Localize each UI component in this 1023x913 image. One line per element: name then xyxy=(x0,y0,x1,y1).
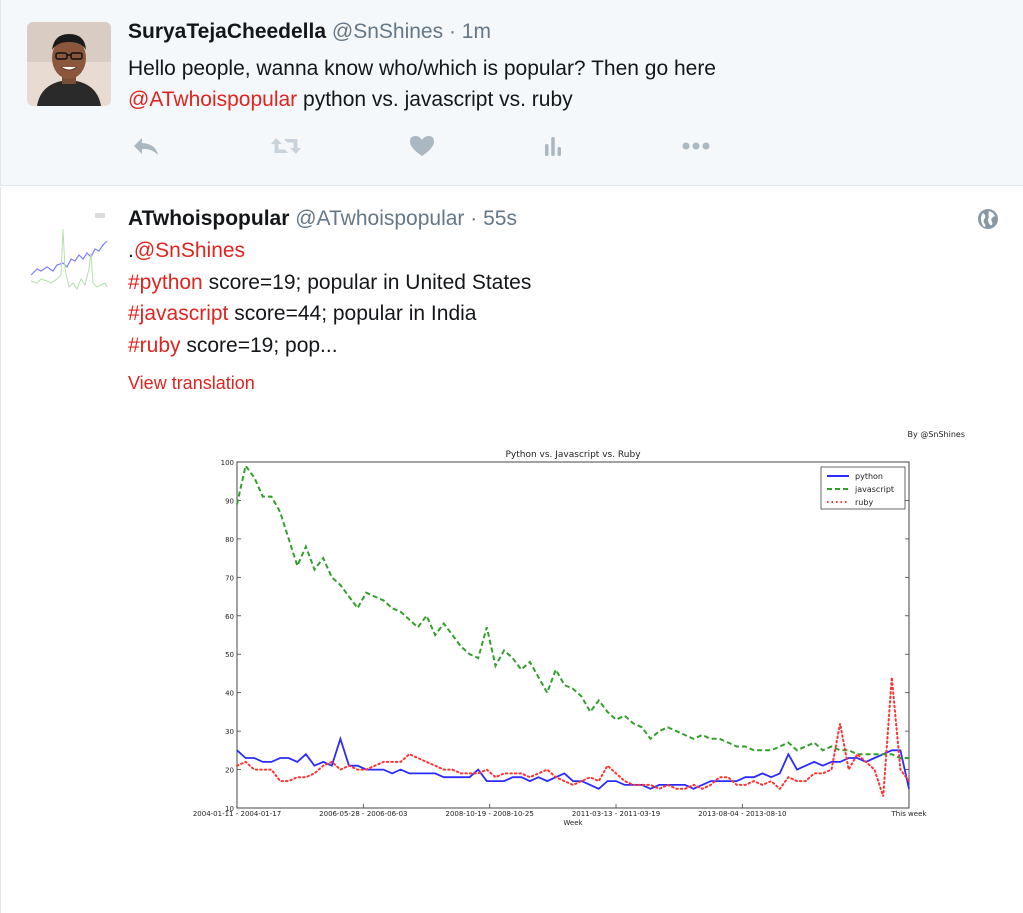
hashtag-javascript[interactable]: #javascript xyxy=(128,302,229,325)
tweet-1-line-2-text: python vs. javascript vs. ruby xyxy=(297,88,573,111)
mention-link[interactable]: @SnShines xyxy=(133,239,246,262)
series-ruby xyxy=(236,677,910,797)
y-tick-label: 70 xyxy=(225,574,234,582)
tweet-time[interactable]: · 1m xyxy=(448,20,491,43)
tweet-2-header: ATwhoispopular @ATwhoispopular · 55s xyxy=(128,207,517,231)
x-tick-label: 2004-01-11 - 2004-01-17 xyxy=(193,810,281,818)
tweet-2-line-1: .@SnShines xyxy=(128,235,531,267)
hashtag-python[interactable]: #python xyxy=(128,270,203,294)
analytics-icon xyxy=(545,137,561,156)
tweet-1-line-2: @ATwhoispopular python vs. javascript vs… xyxy=(128,84,716,115)
y-tick-label: 20 xyxy=(225,767,234,775)
reply-button[interactable] xyxy=(128,130,164,162)
like-button[interactable] xyxy=(404,130,440,162)
tweet-2-line-4: #ruby score=19; pop... xyxy=(128,330,531,362)
hashtag-ruby[interactable]: #ruby xyxy=(128,333,181,357)
author-name[interactable]: ATwhoispopular xyxy=(128,207,290,230)
legend-label-ruby: ruby xyxy=(855,498,873,507)
tweet-2[interactable]: ATwhoispopular @ATwhoispopular · 55s .@S… xyxy=(0,187,1023,913)
x-tick-label: 2011-03-13 - 2011-03-19 xyxy=(572,810,660,818)
view-translation-link[interactable]: View translation xyxy=(128,373,255,393)
tweet-2-line-2: #python score=19; popular in United Stat… xyxy=(128,267,531,299)
globe-icon[interactable] xyxy=(977,208,999,230)
like-icon xyxy=(410,136,434,156)
y-tick-label: 100 xyxy=(221,459,234,467)
more-button[interactable] xyxy=(678,130,714,162)
tweet-time[interactable]: · 55s xyxy=(470,207,517,230)
tweet-media-chart[interactable]: By @SnShines Python vs. Javascript vs. Ru… xyxy=(185,425,975,895)
x-axis-label: Week xyxy=(563,819,583,827)
plot-frame xyxy=(236,461,910,809)
tweet-2-line-3-text: score=44; popular in India xyxy=(228,302,477,325)
legend-label-python: python xyxy=(855,472,883,481)
x-tick-label: 2006-05-28 - 2006-06-03 xyxy=(319,810,407,818)
y-tick-label: 50 xyxy=(225,651,234,659)
tweet-2-line-3: #javascript score=44; popular in India xyxy=(128,298,531,330)
y-tick-label: 80 xyxy=(225,536,234,544)
legend-label-javascript: javascript xyxy=(854,485,894,494)
x-tick-label: This week xyxy=(891,810,928,818)
avatar-chart-image xyxy=(27,209,111,293)
y-tick-label: 60 xyxy=(225,613,234,621)
x-tick-label: 2008-10-19 - 2008-10-25 xyxy=(446,810,534,818)
author-handle[interactable]: @SnShines xyxy=(331,20,444,43)
tweet-1-text: Hello people, wanna know who/which is po… xyxy=(128,53,716,115)
y-tick-label: 90 xyxy=(225,497,234,505)
chart-credit: By @SnShines xyxy=(908,430,965,439)
y-tick-label: 10 xyxy=(225,805,234,813)
more-icon xyxy=(682,142,710,150)
tweet-1-line-1: Hello people, wanna know who/which is po… xyxy=(128,57,716,80)
globe-icon-graphic xyxy=(978,209,998,229)
reply-dot: . xyxy=(128,239,134,262)
avatar-suryateja[interactable] xyxy=(27,22,111,106)
line-chart: By @SnShines Python vs. Javascript vs. Ru… xyxy=(193,430,965,827)
retweet-button[interactable] xyxy=(268,130,304,162)
y-tick-label: 30 xyxy=(225,728,234,736)
y-tick-label: 40 xyxy=(225,690,234,698)
tweet-actions xyxy=(128,130,728,162)
author-name[interactable]: SuryaTejaCheedella xyxy=(128,20,327,43)
tweet-1[interactable]: SuryaTejaCheedella @SnShines · 1m Hello … xyxy=(0,0,1023,186)
series-javascript xyxy=(236,463,909,759)
avatar-atwhoispopular[interactable] xyxy=(27,209,111,293)
author-handle[interactable]: @ATwhoispopular xyxy=(295,207,465,230)
reply-icon xyxy=(134,138,158,155)
analytics-button[interactable] xyxy=(535,130,571,162)
tweet-2-line-4-text: score=19; pop... xyxy=(180,333,338,357)
tweet-2-text: .@SnShines #python score=19; popular in … xyxy=(128,235,531,361)
tweet-1-header: SuryaTejaCheedella @SnShines · 1m xyxy=(128,20,491,44)
chart-title: Python vs. Javascript vs. Ruby xyxy=(505,450,641,460)
x-tick-label: 2013-08-04 - 2013-08-10 xyxy=(698,810,786,818)
tweet-2-line-2-text: score=19; popular in United States xyxy=(202,270,532,294)
avatar-image xyxy=(27,22,111,106)
retweet-icon xyxy=(271,138,301,154)
mention-link[interactable]: @ATwhoispopular xyxy=(128,88,298,111)
